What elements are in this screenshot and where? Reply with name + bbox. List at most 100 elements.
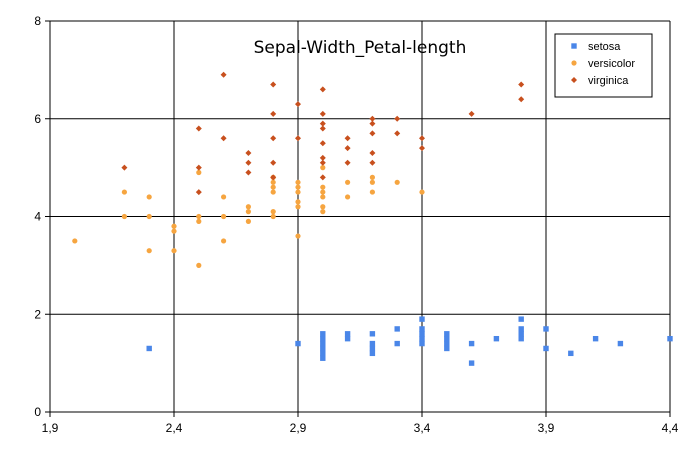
virginica-point bbox=[270, 81, 277, 88]
virginica-point bbox=[319, 86, 326, 93]
versicolor-point bbox=[196, 218, 202, 224]
setosa-point bbox=[369, 350, 376, 357]
x-tick-label: 3,9 bbox=[538, 421, 555, 435]
virginica-point bbox=[245, 169, 252, 176]
virginica-point bbox=[295, 135, 301, 142]
versicolor-point bbox=[295, 189, 301, 195]
setosa-point bbox=[369, 331, 376, 337]
virginica-point bbox=[369, 115, 376, 122]
setosa-point bbox=[444, 335, 450, 342]
virginica-point bbox=[369, 130, 376, 137]
versicolor-point bbox=[345, 179, 351, 185]
virginica-point bbox=[319, 125, 326, 132]
x-tick-label: 3,4 bbox=[414, 421, 431, 435]
versicolor-point bbox=[245, 204, 251, 210]
setosa-point bbox=[543, 326, 549, 332]
setosa-point bbox=[295, 340, 301, 347]
versicolor-point bbox=[196, 262, 202, 268]
versicolor-point bbox=[320, 209, 326, 215]
setosa-point bbox=[419, 340, 425, 347]
x-tick-label: 2,9 bbox=[290, 421, 307, 435]
legend-label-setosa: setosa bbox=[588, 41, 621, 53]
y-tick-label: 6 bbox=[34, 112, 41, 126]
versicolor-point bbox=[295, 184, 301, 190]
data-points bbox=[72, 71, 673, 366]
virginica-point bbox=[121, 164, 128, 171]
virginica-point bbox=[295, 101, 301, 108]
versicolor-point bbox=[320, 189, 326, 195]
virginica-point bbox=[270, 110, 277, 117]
setosa-point bbox=[667, 335, 673, 342]
virginica-point bbox=[195, 125, 202, 132]
setosa-point bbox=[320, 331, 326, 337]
versicolor-point bbox=[295, 233, 301, 239]
setosa-point bbox=[493, 335, 500, 342]
versicolor-point bbox=[270, 213, 276, 220]
setosa-point bbox=[444, 331, 450, 337]
virginica-point bbox=[319, 154, 326, 161]
setosa-point bbox=[444, 340, 450, 347]
setosa-point bbox=[518, 326, 524, 332]
versicolor-point bbox=[221, 194, 227, 200]
versicolor-point bbox=[320, 184, 326, 190]
versicolor-point bbox=[320, 165, 326, 171]
versicolor-point bbox=[146, 248, 152, 254]
setosa-point bbox=[344, 331, 351, 337]
setosa-point bbox=[468, 360, 475, 366]
y-tick-label: 4 bbox=[34, 210, 41, 224]
setosa-point bbox=[419, 316, 425, 322]
setosa-point bbox=[444, 345, 450, 352]
virginica-point bbox=[195, 164, 202, 171]
virginica-point bbox=[220, 135, 227, 142]
setosa-point bbox=[419, 335, 425, 342]
versicolor-point bbox=[270, 189, 276, 195]
versicolor-point bbox=[221, 213, 227, 220]
series-versicolor bbox=[72, 165, 425, 268]
virginica-point bbox=[344, 135, 351, 142]
setosa-point bbox=[518, 316, 524, 322]
versicolor-point bbox=[171, 223, 177, 229]
grid-lines bbox=[50, 20, 671, 412]
setosa-point bbox=[568, 350, 574, 357]
versicolor-point bbox=[221, 238, 227, 244]
y-tick-label: 8 bbox=[34, 14, 41, 28]
versicolor-point bbox=[394, 179, 400, 185]
versicolor-point bbox=[171, 228, 177, 234]
setosa-point bbox=[369, 345, 376, 352]
virginica-point bbox=[220, 71, 227, 78]
legend-box bbox=[554, 33, 653, 98]
legend-label-versicolor: versicolor bbox=[588, 58, 635, 70]
setosa-point bbox=[344, 335, 351, 342]
setosa-point bbox=[320, 345, 326, 352]
virginica-point bbox=[319, 140, 326, 147]
axes bbox=[45, 20, 671, 417]
virginica-point bbox=[319, 120, 326, 127]
virginica-point bbox=[319, 174, 326, 181]
virginica-point bbox=[419, 135, 425, 142]
virginica-point bbox=[369, 149, 376, 156]
versicolor-point bbox=[146, 213, 152, 220]
versicolor-point bbox=[245, 218, 251, 224]
versicolor-point bbox=[295, 179, 301, 185]
versicolor-point bbox=[146, 194, 152, 200]
versicolor-point bbox=[121, 213, 127, 220]
setosa-point bbox=[419, 331, 425, 337]
virginica-point bbox=[369, 120, 376, 127]
setosa-point bbox=[468, 340, 475, 347]
x-tick-label: 1,9 bbox=[42, 421, 59, 435]
virginica-point bbox=[468, 110, 475, 117]
virginica-point bbox=[394, 130, 401, 137]
setosa-point bbox=[320, 355, 326, 361]
x-tick-label: 2,4 bbox=[166, 421, 183, 435]
virginica-point bbox=[419, 145, 425, 152]
virginica-point bbox=[270, 174, 277, 181]
virginica-point bbox=[245, 149, 252, 156]
virginica-point bbox=[319, 159, 326, 166]
setosa-point bbox=[320, 340, 326, 347]
setosa-point bbox=[320, 350, 326, 357]
setosa-point bbox=[369, 340, 376, 347]
y-tick-label: 2 bbox=[34, 307, 41, 321]
setosa-point bbox=[394, 326, 400, 332]
virginica-point bbox=[344, 145, 351, 152]
virginica-point bbox=[270, 159, 277, 166]
